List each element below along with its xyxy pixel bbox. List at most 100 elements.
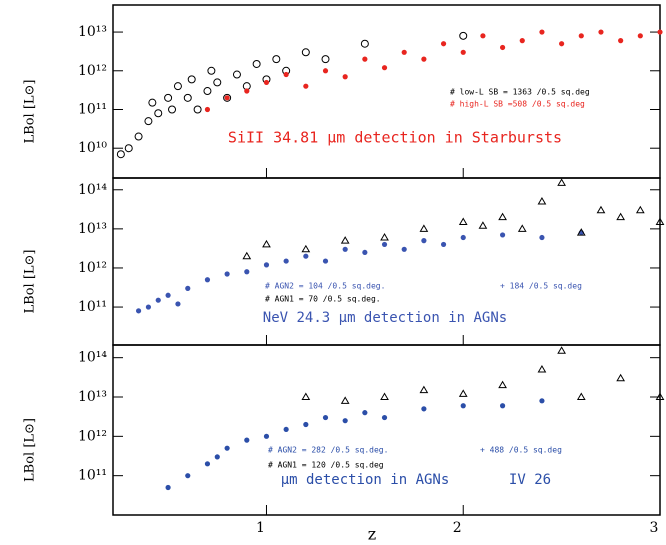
data-point — [401, 49, 407, 55]
legend-entry: # AGN1 = 70 /0.5 sq.deg. — [265, 295, 381, 304]
data-point — [154, 109, 163, 118]
annotation: IV 26 — [509, 472, 551, 488]
annotation: NeV 24.3 μm detection in AGNs — [263, 310, 507, 326]
data-point — [214, 454, 220, 460]
y-tick-label: 10¹⁴ — [78, 350, 107, 366]
data-point — [401, 246, 407, 252]
y-tick-label: 10¹¹ — [78, 299, 107, 315]
data-point — [419, 224, 429, 232]
plot-frame — [112, 344, 661, 516]
data-point — [598, 29, 604, 35]
y-tick-label: 10¹¹ — [78, 101, 107, 117]
data-point — [557, 178, 566, 186]
data-point — [655, 217, 665, 225]
data-point — [480, 33, 486, 39]
data-point — [537, 365, 547, 373]
data-point — [135, 308, 142, 314]
data-point — [204, 461, 211, 467]
data-point — [213, 78, 222, 87]
y-tick-label: 10¹² — [78, 260, 107, 276]
data-point — [223, 93, 232, 102]
data-point — [655, 392, 665, 401]
data-point — [303, 421, 309, 428]
data-point — [539, 29, 545, 35]
data-point — [193, 105, 202, 114]
data-point — [301, 392, 311, 401]
annotation: SiII 34.81 μm detection in Starbursts — [228, 129, 562, 147]
legend-entry: # AGN2 = 104 /0.5 sq.deg. — [265, 282, 385, 291]
data-point — [440, 41, 447, 47]
y-axis-label: LBol [L⊙] — [23, 250, 38, 314]
data-point — [578, 33, 584, 39]
data-point — [244, 437, 250, 443]
data-point — [618, 38, 624, 44]
data-point — [244, 269, 250, 275]
data-point — [301, 244, 311, 253]
data-point — [657, 29, 663, 35]
data-point — [559, 41, 565, 47]
legend-entry: # AGN1 = 120 /0.5 sq.deg — [268, 461, 384, 470]
data-point — [187, 75, 196, 84]
data-point — [419, 385, 429, 394]
data-point — [134, 132, 143, 141]
data-point — [539, 398, 545, 404]
data-point — [421, 56, 427, 62]
data-point — [498, 380, 507, 389]
data-point — [165, 292, 171, 298]
data-point — [262, 239, 271, 248]
data-point — [499, 44, 506, 51]
data-point — [519, 38, 525, 44]
data-point — [381, 414, 388, 421]
data-point — [242, 251, 252, 260]
data-point — [263, 79, 270, 86]
data-point — [498, 212, 507, 221]
data-point — [145, 304, 152, 310]
data-point — [499, 232, 506, 238]
y-axis-label: LBol [L⊙] — [23, 418, 38, 482]
legend-entry: # low-L SB = 1363 /0.5 sq.deg — [450, 88, 590, 97]
data-point — [342, 74, 348, 80]
data-point — [252, 59, 261, 68]
y-tick-label: 10¹³ — [78, 221, 107, 237]
data-point — [340, 236, 350, 244]
data-point — [322, 258, 329, 264]
data-point — [478, 221, 488, 229]
annotation: μm detection in AGNs — [281, 472, 450, 488]
x-tick-label: 3 — [650, 520, 659, 536]
y-tick-label: 10¹³ — [78, 389, 107, 405]
data-point — [283, 71, 289, 78]
legend-entry: # high-L SB =508 /0.5 sq.deg — [450, 100, 585, 109]
data-point — [635, 205, 645, 214]
data-point — [499, 403, 506, 409]
y-tick-label: 10¹³ — [78, 24, 107, 40]
data-point — [224, 95, 230, 101]
data-point — [440, 241, 447, 248]
data-point — [185, 285, 191, 292]
data-point — [380, 233, 389, 241]
y-tick-label: 10¹² — [78, 428, 107, 444]
data-point — [263, 433, 270, 439]
data-point — [303, 253, 309, 259]
data-point — [155, 297, 161, 303]
data-point — [460, 49, 466, 55]
data-point — [148, 98, 157, 107]
data-point — [362, 410, 368, 416]
data-point — [360, 39, 369, 48]
data-point — [576, 228, 586, 236]
data-point — [322, 68, 329, 74]
data-point — [124, 144, 133, 153]
y-tick-label: 10¹⁴ — [78, 182, 107, 198]
data-point — [616, 212, 626, 221]
data-point — [421, 238, 427, 244]
data-point — [342, 418, 348, 424]
data-point — [421, 406, 427, 412]
data-point — [204, 106, 211, 113]
y-axis-label: LBol [L⊙] — [23, 80, 38, 144]
data-point — [283, 258, 289, 264]
data-point — [204, 277, 211, 283]
data-point — [116, 150, 125, 159]
annotation: + 488 /0.5 sq.deg — [480, 446, 562, 455]
x-axis-label: z — [368, 525, 376, 544]
data-point — [263, 262, 270, 268]
